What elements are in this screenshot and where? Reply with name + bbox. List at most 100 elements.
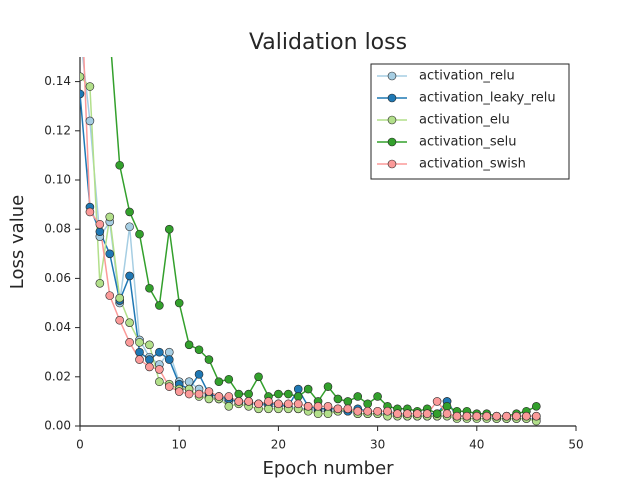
x-axis-label: Epoch number [262,458,394,479]
data-point [115,315,124,325]
data-point [204,355,214,364]
data-point [472,411,482,421]
data-point [383,406,392,416]
data-point [284,399,293,409]
data-point [106,28,114,36]
data-point [184,389,194,399]
data-point [155,301,164,310]
data-point [174,387,184,396]
data-point [532,402,541,411]
x-tick-label: 40 [469,438,484,452]
legend-marker [387,93,397,103]
legend-label: activation_leaky_relu [419,91,556,106]
data-point [85,116,95,126]
data-point [363,399,372,409]
data-point [164,382,174,391]
data-point [194,389,204,399]
data-point [135,347,144,357]
data-point [95,279,105,288]
data-point [204,387,214,396]
plot-area [76,4,541,426]
data-point [214,392,224,401]
data-point [313,409,323,419]
legend-marker [387,137,397,147]
data-point [224,374,234,384]
data-point [333,404,343,414]
data-point [80,72,85,81]
data-point [432,409,442,419]
data-point [313,402,323,411]
data-point [115,160,124,170]
data-point [125,318,134,327]
x-tick-label: 10 [172,438,187,452]
data-point [422,409,432,419]
data-point [164,355,174,364]
x-tick-label: 0 [76,438,84,452]
data-point [95,227,105,236]
data-point [442,402,452,411]
data-point [204,394,214,404]
legend-label: activation_elu [419,113,510,128]
legend-marker [387,115,397,125]
data-point [125,338,134,347]
data-point [214,377,224,387]
data-point [452,411,462,421]
x-tick-label: 20 [271,438,286,452]
data-point [85,82,95,91]
data-point [224,402,234,411]
data-point [105,212,115,222]
data-point [293,399,303,409]
data-point [105,249,115,259]
data-point [442,409,452,419]
x-tick-label: 30 [370,438,385,452]
data-point [194,345,204,355]
data-point [125,271,134,281]
legend-label: activation_relu [419,69,515,84]
data-point [373,392,382,401]
data-point [164,224,174,234]
data-point [184,340,194,350]
data-point [462,411,472,421]
data-point [164,347,174,357]
legend-label: activation_selu [419,135,517,150]
y-tick-label: 0.04 [44,320,71,334]
data-point [224,392,234,401]
data-point [274,399,283,409]
data-point [80,89,85,99]
data-point [95,219,105,229]
data-point [363,406,372,416]
chart-title: Validation loss [249,30,407,55]
data-point [303,384,313,394]
data-point [135,355,144,364]
data-point [293,384,303,394]
y-tick-label: 0.12 [44,123,71,137]
data-point [353,392,363,401]
data-point [343,397,353,406]
y-tick-label: 0.00 [44,419,71,433]
data-point [145,355,154,364]
data-point [184,377,194,387]
data-point [194,370,204,379]
data-point [155,377,164,387]
data-point [284,389,293,399]
data-point [244,397,253,406]
data-point [502,411,511,421]
data-point [323,409,333,419]
data-point [264,404,273,414]
legend-marker [387,71,397,81]
data-point [155,347,164,357]
legend-label: activation_swish [419,157,526,172]
data-point [512,411,521,421]
data-point [76,28,84,36]
data-point [234,389,244,399]
data-point [254,399,263,409]
y-tick-label: 0.14 [44,74,71,88]
data-point [532,411,541,421]
data-point [145,340,154,350]
data-point [353,406,363,416]
y-tick-label: 0.10 [44,173,71,187]
data-point [96,4,104,12]
data-point [264,397,273,406]
data-point [274,389,283,399]
